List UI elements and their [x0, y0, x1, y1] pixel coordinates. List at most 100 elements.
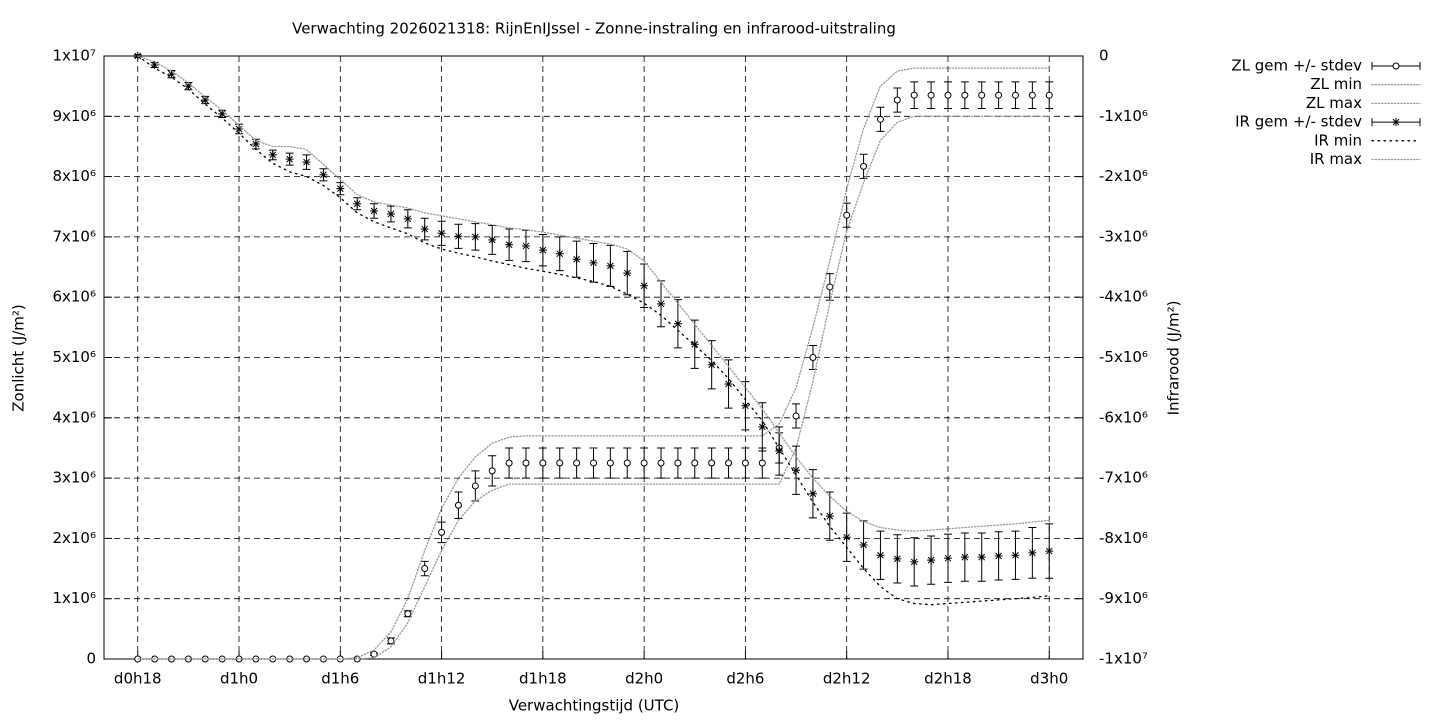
point	[218, 109, 227, 118]
x-tick-label: d2h6	[726, 670, 764, 688]
legend-label: ZL min	[1310, 75, 1362, 93]
point	[505, 459, 513, 467]
point	[690, 340, 699, 349]
point	[573, 459, 581, 467]
point	[657, 299, 666, 308]
point	[454, 501, 462, 509]
x-tick-label: d1h18	[519, 670, 567, 688]
point	[927, 91, 935, 99]
series-line	[137, 67, 1050, 660]
point	[741, 459, 749, 467]
point	[1028, 548, 1037, 557]
point	[995, 91, 1003, 99]
point	[825, 512, 834, 521]
point	[522, 459, 530, 467]
x-axis-label: Verwachtingstijd (UTC)	[509, 697, 680, 715]
point	[1028, 91, 1036, 99]
point	[437, 229, 446, 238]
point	[589, 258, 598, 267]
x-tick-label: d1h6	[321, 670, 359, 688]
x-tick-label: d1h12	[418, 670, 466, 688]
point	[994, 551, 1003, 560]
point	[623, 269, 632, 278]
point	[943, 554, 952, 563]
point	[336, 184, 345, 193]
y2-tick-label: -2x10⁶	[1099, 167, 1148, 185]
point	[640, 459, 648, 467]
point	[251, 140, 260, 149]
point	[961, 91, 969, 99]
y-tick-label: 1x10⁶	[52, 589, 96, 607]
point	[521, 241, 530, 250]
y-tick-label: 5x10⁶	[52, 348, 96, 366]
point	[1045, 547, 1054, 556]
point	[1011, 91, 1019, 99]
y-tick-label: 9x10⁶	[52, 107, 96, 125]
point	[673, 319, 682, 328]
point	[201, 96, 210, 105]
chart-title: Verwachting 2026021318: RijnEnIJssel - Z…	[292, 20, 896, 38]
point	[268, 150, 277, 159]
point	[285, 155, 294, 164]
point	[775, 446, 784, 455]
series-line	[137, 115, 1050, 660]
legend-label: IR max	[1310, 150, 1362, 168]
point	[590, 459, 597, 467]
point	[319, 170, 328, 179]
legend-label: ZL gem +/- stdev	[1231, 57, 1362, 75]
point	[505, 240, 514, 249]
y-tick-label: 6x10⁶	[52, 288, 96, 306]
point	[978, 91, 986, 99]
point	[488, 235, 497, 244]
point	[792, 412, 800, 420]
point	[674, 459, 682, 467]
x-tick-label: d3h0	[1030, 670, 1068, 688]
point	[910, 557, 919, 566]
point	[876, 115, 884, 123]
point	[471, 232, 480, 241]
point	[758, 422, 767, 431]
y2-tick-label: -1x10⁶	[1099, 107, 1148, 125]
point	[387, 637, 395, 645]
point	[404, 610, 412, 618]
point	[421, 565, 429, 573]
y-tick-label: 0	[86, 650, 96, 668]
point	[893, 96, 901, 104]
x-tick-label: d0h18	[114, 670, 162, 688]
point	[725, 459, 733, 467]
point	[741, 401, 750, 410]
point	[792, 466, 801, 475]
point	[724, 380, 733, 389]
point	[893, 554, 902, 563]
point	[860, 162, 868, 170]
y-tick-label: 2x10⁶	[52, 529, 96, 547]
point	[691, 459, 699, 467]
series-line	[137, 55, 1050, 532]
y2-tick-label: -5x10⁶	[1099, 348, 1148, 366]
series-line	[137, 55, 1050, 606]
point	[370, 206, 379, 215]
y2-tick-label: -9x10⁶	[1099, 589, 1148, 607]
point	[808, 489, 817, 498]
x-tick-label: d2h0	[625, 670, 663, 688]
point	[150, 61, 159, 70]
y-tick-label: 7x10⁶	[52, 227, 96, 245]
y2-tick-label: -4x10⁶	[1099, 288, 1148, 306]
point	[977, 553, 986, 562]
x-tick-label: d1h0	[220, 670, 258, 688]
point	[386, 209, 395, 218]
point	[826, 283, 834, 291]
point	[555, 249, 564, 258]
y2-tick-label: -8x10⁶	[1099, 529, 1148, 547]
y-tick-label: 4x10⁶	[52, 408, 96, 426]
point	[910, 91, 918, 99]
y-axis-label: Zonlicht (J/m²)	[10, 304, 28, 412]
point	[488, 467, 496, 475]
point	[1045, 91, 1053, 99]
point	[707, 360, 716, 369]
point	[657, 459, 665, 467]
point	[623, 459, 631, 467]
y2-tick-label: 0	[1099, 47, 1109, 65]
point	[944, 91, 952, 99]
